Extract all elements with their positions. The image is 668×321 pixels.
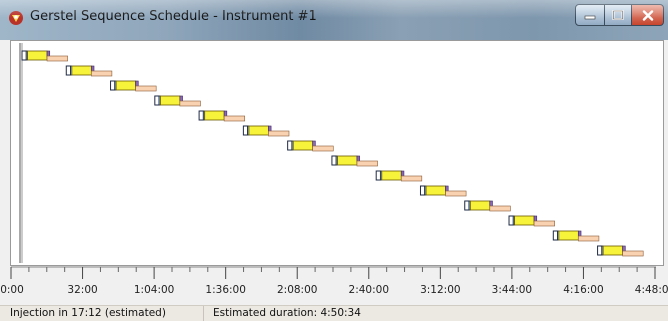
maximize-icon	[612, 10, 624, 20]
run-segment	[160, 95, 181, 106]
sequence-row-8[interactable]	[331, 155, 378, 167]
prep-segment	[508, 215, 514, 226]
post-segment	[179, 100, 201, 107]
status-bar: Injection in 17:12 (estimated) Estimated…	[0, 305, 668, 321]
run-segment	[514, 215, 535, 226]
prep-segment	[154, 95, 160, 106]
post-segment	[445, 190, 467, 197]
sequence-row-12[interactable]	[508, 215, 555, 227]
post-segment	[489, 205, 511, 212]
prep-segment	[375, 170, 381, 181]
maximize-button[interactable]	[604, 4, 632, 26]
post-segment	[622, 250, 644, 257]
sequence-row-5[interactable]	[198, 110, 246, 122]
post-segment	[91, 70, 113, 77]
prep-segment	[198, 110, 204, 121]
sequence-row-6[interactable]	[242, 125, 290, 137]
gerstel-logo-icon	[9, 11, 23, 25]
run-segment	[337, 155, 358, 166]
run-segment	[381, 170, 402, 181]
close-button[interactable]	[631, 4, 664, 26]
axis-tick-label: 3:12:00	[420, 284, 461, 296]
run-segment	[292, 140, 314, 151]
sequence-row-11[interactable]	[464, 200, 511, 212]
run-segment	[602, 245, 624, 256]
time-axis: 0:00 32:00 1:04:00 1:36:00 2:08:00 2:40:00 3:1…	[0, 266, 668, 302]
title-bar[interactable]: Gerstel Sequence Schedule - Instrument #…	[0, 0, 668, 40]
post-segment	[223, 115, 246, 122]
status-separator	[203, 306, 204, 321]
run-segment	[248, 125, 269, 136]
duration-status: Estimated duration: 4:50:34	[213, 307, 361, 319]
sequence-row-4[interactable]	[154, 95, 201, 107]
close-icon	[642, 9, 653, 21]
sequence-row-1[interactable]	[21, 50, 68, 62]
sequence-row-13[interactable]	[552, 230, 600, 242]
sequence-row-9[interactable]	[375, 170, 423, 182]
sequence-row-10[interactable]	[419, 185, 467, 197]
axis-tick-label: 3:44:00	[491, 284, 533, 296]
run-segment	[425, 185, 446, 196]
post-segment	[135, 85, 157, 92]
post-segment	[356, 160, 378, 167]
injection-status: Injection in 17:12 (estimated)	[10, 307, 166, 319]
schedule-chart	[19, 43, 644, 263]
post-segment	[578, 235, 600, 242]
time-axis-ticks	[10, 266, 656, 279]
run-segment	[115, 80, 136, 91]
axis-tick-label: 1:04:00	[133, 284, 175, 296]
minimize-button[interactable]	[575, 4, 605, 26]
prep-segment	[419, 185, 426, 196]
sequence-schedule-plot[interactable]	[10, 40, 664, 266]
post-segment	[46, 55, 68, 62]
sequence-row-7[interactable]	[287, 140, 334, 152]
axis-tick-label: 1:36:00	[205, 284, 246, 296]
minimize-icon	[584, 15, 596, 20]
prep-segment	[464, 200, 470, 211]
prep-segment	[21, 50, 27, 61]
prep-segment	[597, 245, 603, 256]
run-segment	[204, 110, 225, 121]
prep-segment	[110, 80, 116, 91]
run-segment	[71, 65, 92, 76]
run-segment	[558, 230, 579, 241]
prep-segment	[242, 125, 249, 136]
axis-tick-label: 2:40:00	[348, 284, 390, 296]
post-segment	[400, 175, 423, 182]
prep-segment	[331, 155, 337, 166]
prep-segment	[65, 65, 72, 76]
post-segment	[268, 130, 290, 137]
sequence-row-2[interactable]	[65, 65, 113, 77]
post-segment	[312, 145, 334, 152]
axis-tick-label: 32:00	[67, 284, 98, 296]
axis-tick-label: 4:16:00	[563, 284, 604, 296]
sequence-row-3[interactable]	[110, 80, 157, 92]
axis-tick-label: 0:00	[0, 284, 24, 296]
run-segment	[469, 200, 491, 211]
axis-tick-label: 4:48:00	[634, 284, 668, 296]
sequence-row-14[interactable]	[597, 245, 644, 257]
axis-tick-label: 2:08:00	[276, 284, 318, 296]
post-segment	[533, 220, 555, 227]
run-segment	[27, 50, 48, 61]
window-title: Gerstel Sequence Schedule - Instrument #…	[30, 9, 317, 24]
prep-segment	[287, 140, 293, 151]
prep-segment	[552, 230, 559, 241]
